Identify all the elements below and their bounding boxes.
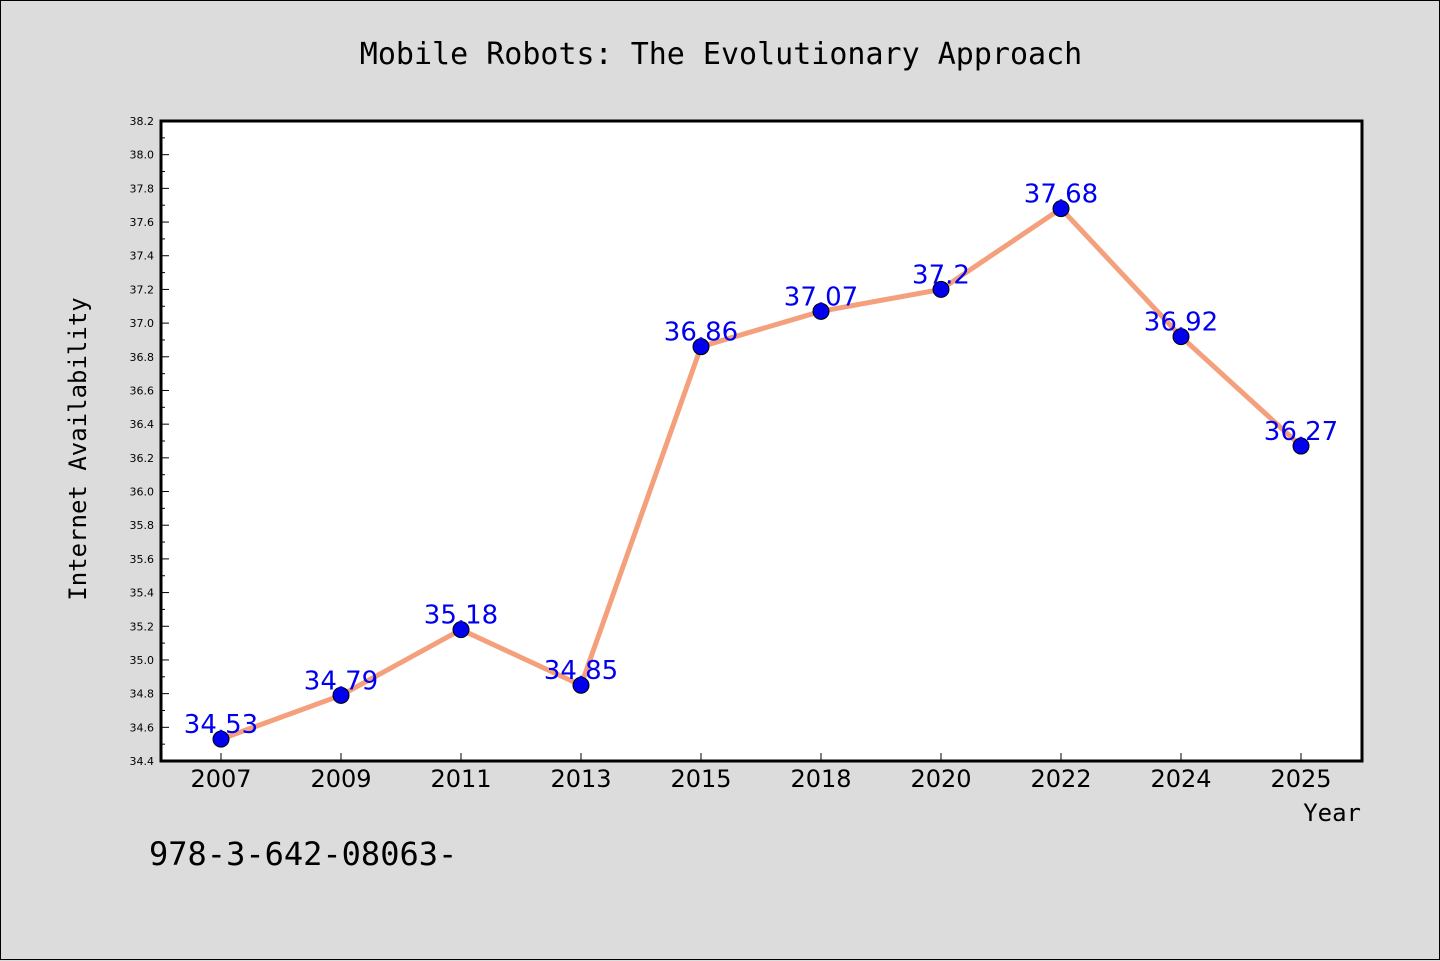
data-point [692, 338, 710, 356]
data-point [932, 280, 950, 298]
plot-border [159, 119, 1364, 763]
y-tick-label: 38.0 [130, 149, 155, 162]
y-tick-label: 35.6 [130, 553, 155, 566]
y-tick-label: 35.8 [130, 519, 155, 532]
x-tick-label: 2018 [790, 765, 851, 793]
y-tick-label: 35.0 [130, 654, 155, 667]
x-tick-label: 2024 [1150, 765, 1211, 793]
data-point [1292, 437, 1310, 455]
data-label: 37.68 [1024, 180, 1098, 210]
y-tick-label: 37.4 [130, 250, 155, 263]
x-tick-label: 2020 [910, 765, 971, 793]
x-tick-label: 2009 [310, 765, 371, 793]
chart-title: Mobile Robots: The Evolutionary Approach [360, 37, 1082, 72]
y-tick-label: 34.4 [130, 755, 155, 768]
series-line-group [218, 206, 1304, 742]
series-line [218, 206, 1304, 742]
data-label: 34.79 [304, 666, 378, 696]
y-tick-label: 36.2 [130, 452, 155, 465]
data-label: 37.2 [912, 260, 970, 290]
y-tick-label: 36.0 [130, 486, 155, 499]
data-point [332, 686, 350, 704]
x-tick-label: 2015 [670, 765, 731, 793]
data-label: 36.86 [664, 318, 738, 348]
data-label: 34.85 [544, 656, 618, 686]
data-label: 36.92 [1144, 308, 1218, 338]
y-tick-label: 37.8 [130, 182, 155, 195]
y-tick-label: 37.2 [130, 283, 155, 296]
y-tick-label: 37.6 [130, 216, 155, 229]
data-point [812, 302, 830, 320]
y-tick-label: 34.6 [130, 721, 155, 734]
y-tick-label: 36.4 [130, 418, 155, 431]
x-tick-label: 2013 [550, 765, 611, 793]
data-labels: 34.53 34.79 35.18 34.85 36.86 37.07 37.2 37.68 3… [184, 180, 1338, 741]
y-tick-label: 36.8 [130, 351, 155, 364]
y-axis-ticks: 34.4 34.6 34.8 35.0 35.2 35.4 35.6 35.8 36.0 36.2… [130, 115, 169, 768]
data-point [572, 676, 590, 694]
y-tick-label: 35.2 [130, 620, 155, 633]
data-point [212, 730, 230, 748]
data-label: 34.53 [184, 710, 258, 740]
y-tick-label: 34.8 [130, 688, 155, 701]
data-points [212, 200, 1310, 748]
data-point [1172, 328, 1190, 346]
data-point [1052, 200, 1070, 218]
data-label: 37.07 [784, 282, 858, 312]
x-tick-label: 2007 [190, 765, 251, 793]
x-tick-label: 2025 [1270, 765, 1331, 793]
data-label: 35.18 [424, 601, 498, 631]
x-tick-label: 2011 [430, 765, 491, 793]
footnote-isbn: 978-3-642-08063- [149, 835, 457, 873]
y-tick-label: 35.4 [130, 587, 155, 600]
x-axis-title: Year [1303, 799, 1361, 827]
data-label: 36.27 [1264, 417, 1338, 447]
x-tick-label: 2022 [1030, 765, 1091, 793]
y-tick-label: 38.2 [130, 115, 155, 128]
x-axis-ticks: 2007 2009 2011 2013 2015 2018 2020 2022 2024 2025 [190, 753, 1332, 793]
y-tick-label: 36.6 [130, 384, 155, 397]
y-tick-label: 37.0 [130, 317, 155, 330]
plot-area [161, 121, 1362, 761]
data-point [452, 621, 470, 639]
y-axis-title: Internet Availability [64, 297, 92, 600]
